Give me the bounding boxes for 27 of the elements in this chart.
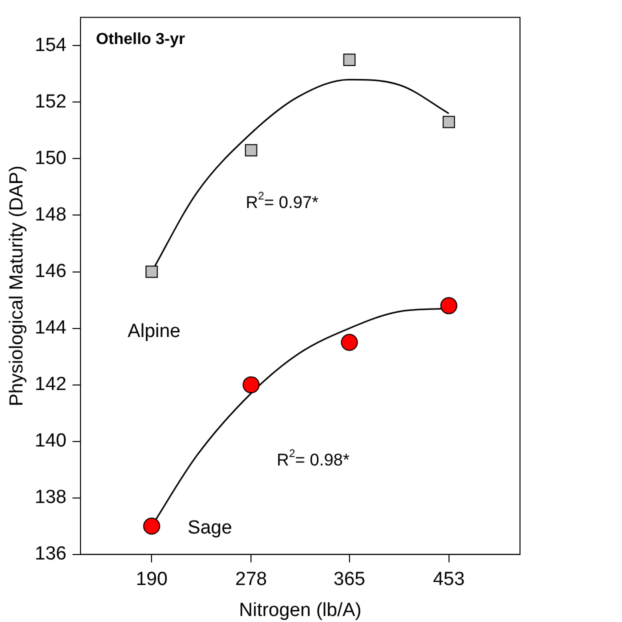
point — [143, 518, 160, 535]
y-tick-label: 138 — [34, 487, 66, 508]
point — [340, 334, 358, 351]
point — [146, 266, 158, 278]
y-tick-label: 150 — [34, 148, 66, 169]
y-tick-label: 152 — [34, 91, 66, 112]
y-tick-label: 140 — [34, 430, 66, 452]
x-tick-label: 190 — [136, 569, 168, 590]
y-tick-label: 148 — [34, 204, 66, 226]
y-axis-title: Physiological Maturity (DAP) — [6, 166, 28, 406]
y-tick-label: 136 — [34, 544, 66, 565]
y-tick-label: 154 — [34, 34, 67, 56]
x-tick-label: 278 — [235, 569, 267, 590]
point — [343, 54, 356, 66]
point — [242, 376, 260, 394]
series-label: Sage — [188, 517, 232, 538]
y-tick-label: 146 — [34, 261, 66, 282]
point — [440, 297, 458, 314]
x-axis-title: Nitrogen (lb/A) — [239, 600, 362, 621]
point — [244, 144, 258, 156]
y-tick-label: 144 — [34, 318, 67, 339]
x-tick-label: 453 — [432, 569, 465, 590]
y-tick-label: 142 — [34, 374, 66, 396]
x-tick-label: 365 — [334, 569, 366, 590]
point — [442, 116, 455, 128]
annotation: Othello 3-yr — [96, 30, 185, 48]
text: Alpine — [128, 321, 181, 342]
